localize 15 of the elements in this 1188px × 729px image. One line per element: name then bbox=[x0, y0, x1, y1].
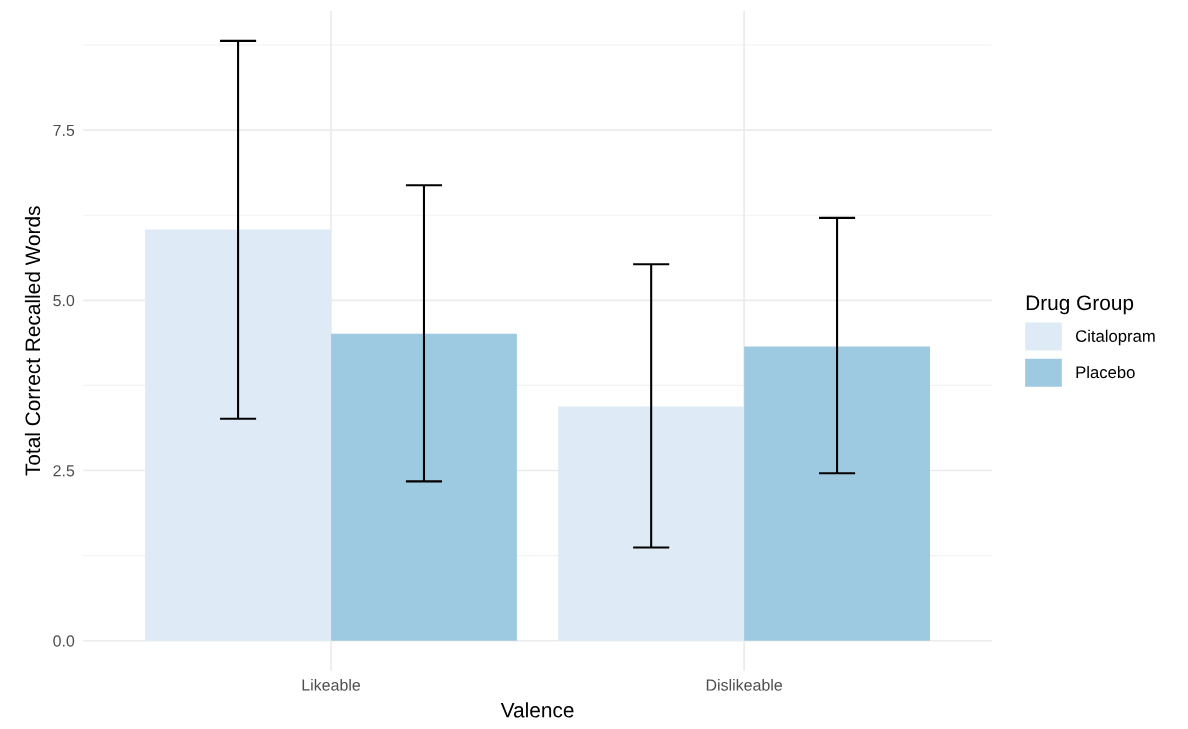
y-tick-label: 2.5 bbox=[53, 465, 75, 477]
legend-label: Placebo bbox=[1076, 365, 1135, 379]
x-axis-title: Valence bbox=[500, 702, 574, 718]
y-tick-label: 5.0 bbox=[53, 294, 75, 307]
bar bbox=[331, 333, 517, 641]
bar bbox=[558, 406, 745, 641]
y-tick-label: 7.5 bbox=[53, 124, 75, 137]
legend-title: Drug Group bbox=[1026, 295, 1134, 315]
y-axis-title: Total Correct Recalled Words bbox=[24, 206, 41, 476]
x-tick-label: Dislikeable bbox=[706, 679, 783, 691]
bar bbox=[744, 346, 931, 641]
y-tick-label: 0.0 bbox=[53, 635, 75, 647]
legend-label: Citalopram bbox=[1076, 329, 1155, 346]
x-tick-label: Likeable bbox=[302, 679, 361, 691]
bar bbox=[145, 229, 332, 641]
